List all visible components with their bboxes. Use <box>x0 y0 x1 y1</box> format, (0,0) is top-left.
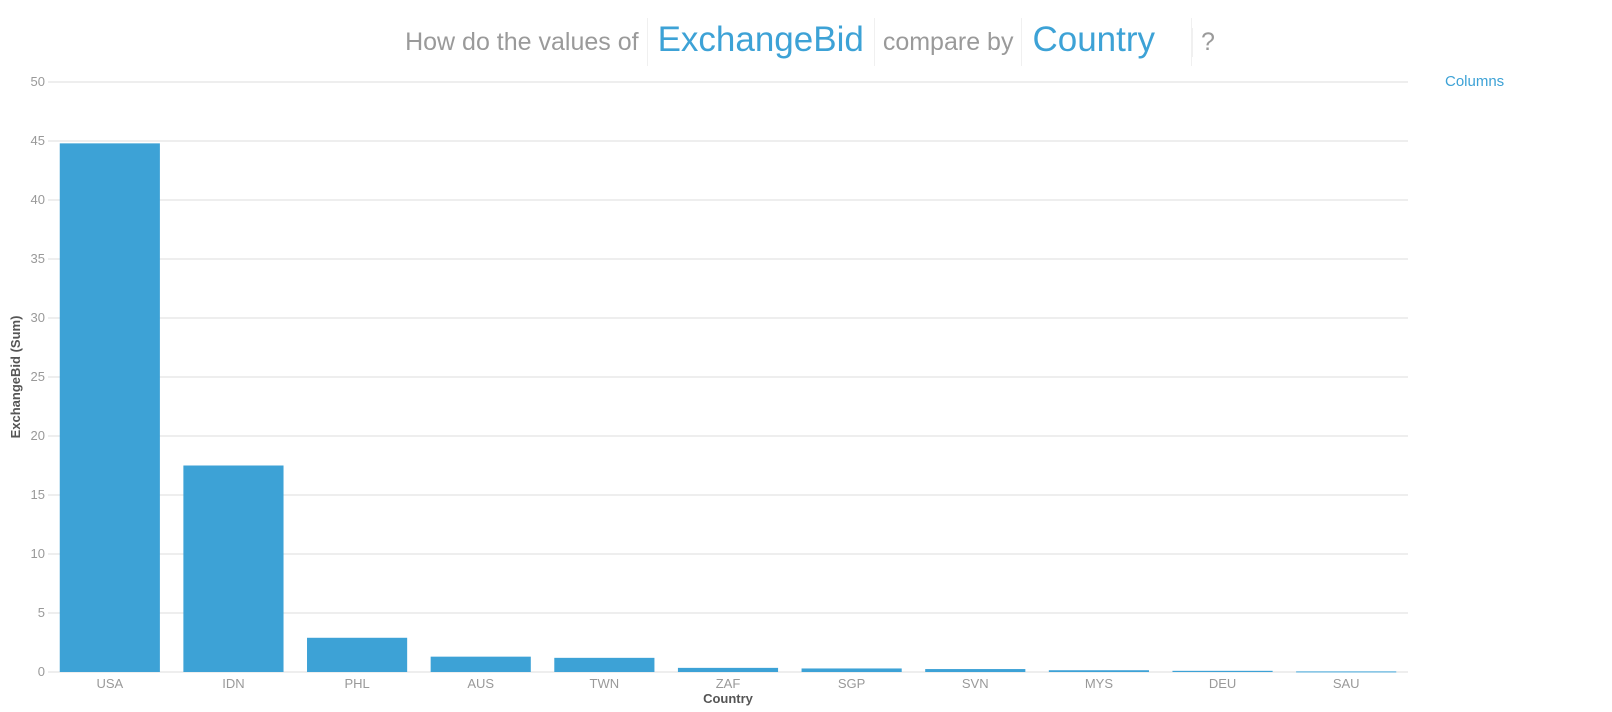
question-middle: compare by <box>882 27 1014 56</box>
y-tick-label: 35 <box>31 251 45 266</box>
x-tick-label: ZAF <box>716 676 741 691</box>
bar-usa[interactable] <box>59 143 160 673</box>
bar-sgp[interactable] <box>801 668 902 672</box>
y-tick-label: 45 <box>31 133 45 148</box>
y-axis-ticks: 0 5 10 15 20 25 30 35 40 45 50 <box>31 74 45 679</box>
x-tick-label: IDN <box>222 676 244 691</box>
x-tick-label: AUS <box>467 676 494 691</box>
bar-svn[interactable] <box>925 669 1026 672</box>
bar-aus[interactable] <box>430 656 531 672</box>
x-tick-label: USA <box>96 676 123 691</box>
x-tick-label: DEU <box>1209 676 1236 691</box>
x-tick-label: SVN <box>962 676 989 691</box>
x-tick-label: PHL <box>344 676 369 691</box>
bar-deu[interactable] <box>1172 670 1273 672</box>
question-header: How do the values of ExchangeBid compare… <box>0 14 1612 70</box>
y-tick-label: 40 <box>31 192 45 207</box>
bar-sau[interactable] <box>1296 671 1397 673</box>
bar-idn[interactable] <box>183 465 284 673</box>
y-tick-label: 15 <box>31 487 45 502</box>
question-mark: ? <box>1192 27 1215 57</box>
y-tick-label: 5 <box>38 605 45 620</box>
bar-twn[interactable] <box>554 657 655 672</box>
x-tick-label: MYS <box>1085 676 1114 691</box>
x-tick-label: SAU <box>1333 676 1360 691</box>
chart-type-link[interactable]: Columns <box>1445 73 1505 90</box>
x-tick-label: TWN <box>590 676 620 691</box>
y-tick-label: 10 <box>31 546 45 561</box>
y-tick-label: 20 <box>31 428 45 443</box>
x-axis-title: Country <box>703 691 754 706</box>
y-tick-label: 50 <box>31 74 45 89</box>
bar-zaf[interactable] <box>677 667 779 672</box>
x-tick-label: SGP <box>838 676 865 691</box>
bar-mys[interactable] <box>1048 670 1149 672</box>
bar-phl[interactable] <box>307 637 408 672</box>
dimension-selector[interactable]: Country <box>1021 18 1193 66</box>
y-axis-title: ExchangeBid (Sum) <box>8 316 23 439</box>
question-prefix: How do the values of <box>405 27 639 56</box>
y-tick-label: 0 <box>38 664 45 679</box>
x-axis-ticks: USA IDN PHL AUS TWN ZAF SGP SVN MYS DEU SAU <box>96 676 1359 691</box>
bars <box>59 143 1397 673</box>
measure-selector[interactable]: ExchangeBid <box>646 18 875 66</box>
y-tick-label: 30 <box>31 310 45 325</box>
y-tick-label: 25 <box>31 369 45 384</box>
